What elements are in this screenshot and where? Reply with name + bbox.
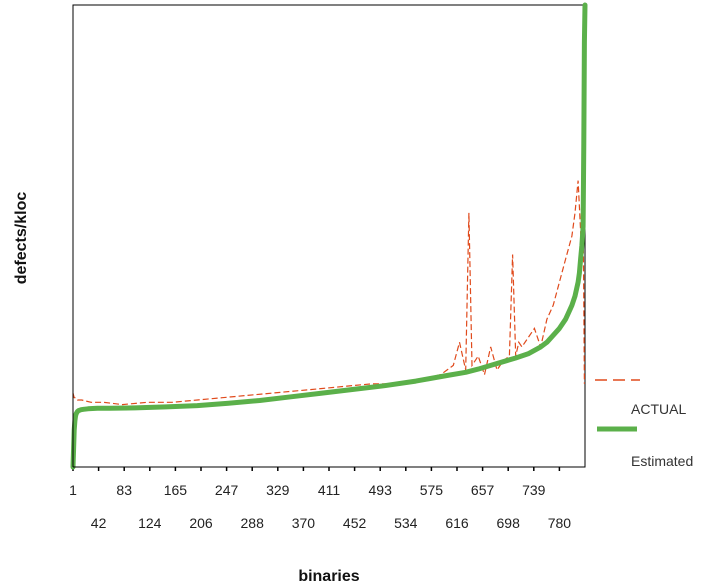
- x-tick-label: 493: [369, 482, 393, 498]
- series-line-actual: [72, 180, 586, 406]
- x-tick-label: 534: [394, 515, 418, 531]
- x-tick-label: 1: [69, 482, 77, 498]
- legend-label-estimated: Estimated: [631, 453, 693, 469]
- x-tick-label: 575: [420, 482, 444, 498]
- x-ticks: [72, 467, 561, 471]
- x-tick-label: 452: [343, 515, 367, 531]
- x-tick-label: 329: [266, 482, 290, 498]
- series-line-estimated: [70, 2, 588, 470]
- x-tick-label: 124: [138, 515, 162, 531]
- x-tick-label: 83: [116, 482, 132, 498]
- x-tick-label: 206: [189, 515, 213, 531]
- x-tick-label: 42: [91, 515, 107, 531]
- y-axis-title: defects/kloc: [13, 192, 30, 285]
- x-tick-label: 247: [215, 482, 239, 498]
- x-axis-title: binaries: [298, 568, 359, 585]
- legend-label-actual: ACTUAL: [631, 401, 686, 417]
- x-tick-label: 780: [548, 515, 572, 531]
- x-tick-label: 616: [445, 515, 469, 531]
- plot-area: [72, 4, 586, 468]
- legend: ACTUAL Estimated: [595, 379, 693, 469]
- x-tick-label: 411: [318, 482, 341, 498]
- x-tick-label: 165: [164, 482, 188, 498]
- x-tick-label: 657: [471, 482, 495, 498]
- x-tick-label: 288: [241, 515, 265, 531]
- x-tick-label: 370: [292, 515, 316, 531]
- x-tick-labels: 1 42 83 124 165 206 247 288 329 370 411 452 493 534 57…: [69, 482, 571, 531]
- series-layer: [70, 2, 588, 470]
- x-tick-label: 739: [522, 482, 546, 498]
- x-tick-label: 698: [497, 515, 521, 531]
